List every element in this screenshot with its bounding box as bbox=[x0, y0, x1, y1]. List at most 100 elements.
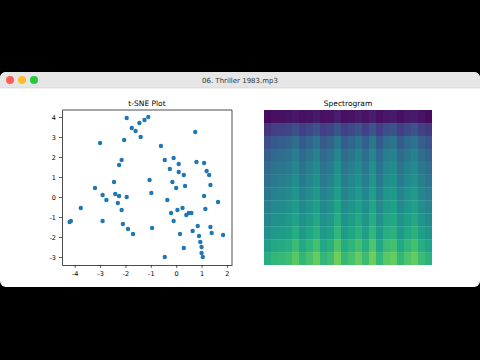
cell bbox=[299, 188, 306, 201]
cell bbox=[327, 213, 334, 226]
close-button[interactable] bbox=[6, 76, 14, 84]
cell bbox=[285, 200, 292, 213]
cell bbox=[334, 110, 341, 123]
cell bbox=[285, 252, 292, 265]
cell bbox=[369, 252, 376, 265]
cell bbox=[292, 149, 299, 162]
cell bbox=[264, 252, 271, 265]
tick: -1 bbox=[148, 265, 154, 278]
chart-title: Spectrogram bbox=[324, 99, 372, 108]
cell bbox=[425, 226, 432, 239]
point bbox=[150, 226, 154, 230]
zoom-button[interactable] bbox=[30, 76, 38, 84]
minimize-button[interactable] bbox=[18, 76, 26, 84]
point bbox=[112, 180, 116, 184]
cell bbox=[278, 252, 285, 265]
cell bbox=[355, 149, 362, 162]
point bbox=[69, 219, 73, 223]
cell bbox=[327, 239, 334, 252]
cell bbox=[278, 123, 285, 136]
cell bbox=[369, 226, 376, 239]
point bbox=[203, 207, 207, 211]
cell bbox=[299, 162, 306, 175]
point bbox=[137, 121, 141, 125]
point bbox=[196, 224, 200, 228]
tick-mark bbox=[59, 237, 62, 238]
cell bbox=[334, 149, 341, 162]
cell bbox=[334, 123, 341, 136]
point bbox=[171, 219, 175, 223]
cell bbox=[390, 252, 397, 265]
cell bbox=[306, 252, 313, 265]
cell bbox=[362, 136, 369, 149]
cell bbox=[418, 149, 425, 162]
point bbox=[100, 193, 104, 197]
point bbox=[198, 240, 202, 244]
cell bbox=[278, 188, 285, 201]
point bbox=[177, 170, 181, 174]
point bbox=[130, 126, 134, 130]
point bbox=[142, 118, 146, 122]
cell bbox=[334, 213, 341, 226]
point bbox=[170, 180, 174, 184]
point bbox=[163, 158, 167, 162]
cell bbox=[327, 110, 334, 123]
cell bbox=[355, 200, 362, 213]
cell bbox=[362, 226, 369, 239]
cell bbox=[341, 252, 348, 265]
cell bbox=[369, 200, 376, 213]
cell bbox=[383, 175, 390, 188]
point bbox=[165, 198, 169, 202]
point bbox=[122, 138, 126, 142]
cell bbox=[362, 213, 369, 226]
title-bar bbox=[0, 72, 480, 88]
cell bbox=[327, 200, 334, 213]
cell bbox=[418, 175, 425, 188]
cell bbox=[404, 123, 411, 136]
point bbox=[116, 201, 120, 205]
tick: -3 bbox=[50, 254, 62, 262]
cell bbox=[348, 239, 355, 252]
cell bbox=[271, 136, 278, 149]
cell bbox=[362, 188, 369, 201]
cell bbox=[425, 213, 432, 226]
cell bbox=[425, 175, 432, 188]
point bbox=[163, 255, 167, 259]
cell bbox=[376, 213, 383, 226]
cell bbox=[418, 213, 425, 226]
cell bbox=[411, 188, 418, 201]
cell bbox=[348, 252, 355, 265]
point bbox=[169, 211, 173, 215]
point bbox=[199, 245, 203, 249]
cell bbox=[306, 200, 313, 213]
tick: -1 bbox=[50, 214, 62, 222]
cell bbox=[376, 239, 383, 252]
cell bbox=[425, 136, 432, 149]
cell bbox=[355, 123, 362, 136]
cell bbox=[306, 213, 313, 226]
cell bbox=[264, 110, 271, 123]
cell bbox=[425, 200, 432, 213]
cell bbox=[355, 175, 362, 188]
tick-mark bbox=[59, 137, 62, 138]
cell bbox=[320, 110, 327, 123]
point bbox=[104, 198, 108, 202]
cell bbox=[425, 188, 432, 201]
cell bbox=[355, 136, 362, 149]
cell bbox=[404, 252, 411, 265]
cell bbox=[348, 226, 355, 239]
cell bbox=[320, 136, 327, 149]
cell bbox=[383, 149, 390, 162]
cell bbox=[327, 252, 334, 265]
cell bbox=[376, 175, 383, 188]
cell bbox=[348, 110, 355, 123]
point bbox=[131, 232, 135, 236]
cell bbox=[390, 162, 397, 175]
cell bbox=[306, 239, 313, 252]
cell bbox=[278, 226, 285, 239]
cell bbox=[390, 188, 397, 201]
point bbox=[121, 222, 125, 226]
cell bbox=[411, 162, 418, 175]
cell bbox=[341, 239, 348, 252]
point bbox=[208, 225, 212, 229]
